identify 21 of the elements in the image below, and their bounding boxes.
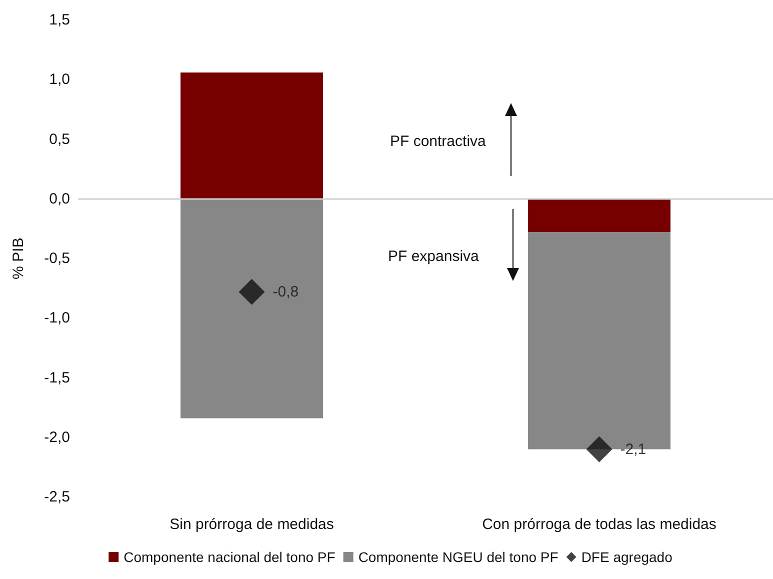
y-tick-label: -1,0 [44,310,70,327]
legend-label: Componente NGEU del tono PF [358,549,558,565]
y-tick-label: -0,5 [44,250,70,267]
bar [180,72,323,199]
data-label: -0,8 [272,283,299,300]
y-tick-label: -2,0 [44,428,70,446]
bar [528,198,670,232]
legend-label: DFE agregado [581,549,673,565]
y-axis-title: % PIB [10,238,27,280]
bar [180,198,323,418]
y-tick-label: 1,5 [49,12,70,28]
annotation: PF expansiva [388,248,480,265]
y-tick-label: -1,5 [44,369,70,386]
x-tick-label: Sin prórroga de medidas [170,516,334,533]
y-tick-label: 0,0 [49,190,70,208]
legend-label: Componente nacional del tono PF [124,549,336,565]
annotation: PF contractiva [390,133,487,150]
x-tick-label: Con prórroga de todas las medidas [482,516,716,533]
y-tick-label: 0,5 [49,130,70,148]
y-tick-label: -2,5 [44,488,70,506]
y-tick-label: 1,0 [49,71,70,88]
